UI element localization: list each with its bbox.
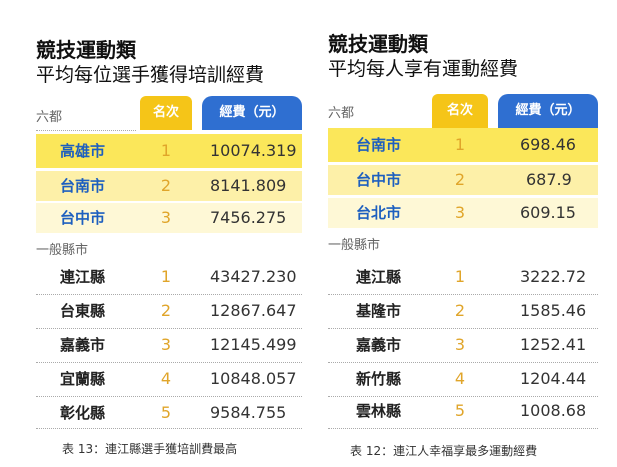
row-divider <box>36 428 302 429</box>
rank-value: 1 <box>160 267 172 286</box>
rank-value: 2 <box>160 301 172 320</box>
row-divider <box>36 328 302 329</box>
table-row: 台中市 2 687.9 <box>328 165 598 195</box>
cost-value: 12867.647 <box>210 301 297 320</box>
city-name: 台北市 <box>356 204 402 222</box>
table-row: 高雄市 1 10074.319 <box>36 134 302 168</box>
county-name: 連江縣 <box>356 268 402 286</box>
city-name: 台南市 <box>60 177 106 195</box>
left-title-line1: 競技運動類 <box>36 38 136 62</box>
county-name: 雲林縣 <box>356 402 402 420</box>
county-name: 台東縣 <box>60 302 106 320</box>
left-header-cost: 經費（元） <box>202 96 302 130</box>
cost-value: 9584.755 <box>210 403 287 422</box>
table-row: 彰化縣 5 9584.755 <box>36 398 302 428</box>
county-name: 新竹縣 <box>356 370 402 388</box>
right-title-line2: 平均每人享有運動經費 <box>328 58 519 80</box>
rank-value: 3 <box>160 208 172 227</box>
city-name: 台南市 <box>356 136 402 154</box>
left-group2-label: 一般縣市 <box>36 243 89 258</box>
table-row: 台南市 1 698.46 <box>328 128 598 162</box>
rank-value: 4 <box>160 369 172 388</box>
cost-value: 1008.68 <box>520 401 587 420</box>
right-caption: 表 12：連江人幸福享最多運動經費 <box>350 444 538 458</box>
cost-value: 10848.057 <box>210 369 297 388</box>
city-name: 台中市 <box>60 209 106 227</box>
row-divider <box>328 328 598 329</box>
rank-value: 2 <box>454 170 466 189</box>
county-name: 嘉義市 <box>60 336 106 354</box>
row-divider <box>36 396 302 397</box>
cost-value: 12145.499 <box>210 335 297 354</box>
rank-value: 1 <box>454 267 466 286</box>
left-caption: 表 13：連江縣選手獲培訓費最高 <box>62 442 238 456</box>
cost-value: 609.15 <box>520 203 576 222</box>
row-divider <box>328 362 598 363</box>
cost-value: 3222.72 <box>520 267 587 286</box>
table-row: 嘉義市 3 1252.41 <box>328 330 598 360</box>
left-title-line2: 平均每位選手獲得培訓經費 <box>36 64 265 86</box>
right-title-line1: 競技運動類 <box>328 32 428 56</box>
cost-value: 687.9 <box>526 170 572 189</box>
left-group1-label: 六都 <box>36 110 63 125</box>
cost-value: 8141.809 <box>210 176 287 195</box>
row-divider <box>328 428 598 429</box>
cost-value: 7456.275 <box>210 208 287 227</box>
cost-value: 10074.319 <box>210 141 297 160</box>
rank-value: 5 <box>160 403 172 422</box>
left-header-divider <box>36 130 136 131</box>
rank-value: 3 <box>454 203 466 222</box>
right-header-rank: 名次 <box>432 94 488 128</box>
rank-value: 3 <box>454 335 466 354</box>
row-divider <box>36 294 302 295</box>
table-row: 嘉義市 3 12145.499 <box>36 330 302 360</box>
table-row: 連江縣 1 43427.230 <box>36 262 302 292</box>
cost-value: 698.46 <box>520 135 576 154</box>
rank-value: 1 <box>160 141 172 160</box>
county-name: 基隆市 <box>356 302 402 320</box>
rank-value: 2 <box>160 176 172 195</box>
county-name: 連江縣 <box>60 268 106 286</box>
table-row: 連江縣 1 3222.72 <box>328 262 598 292</box>
right-group2-label: 一般縣市 <box>328 238 381 253</box>
rank-value: 3 <box>160 335 172 354</box>
table-row: 雲林縣 5 1008.68 <box>328 396 598 426</box>
county-name: 嘉義市 <box>356 336 402 354</box>
row-divider <box>328 294 598 295</box>
table-row: 新竹縣 4 1204.44 <box>328 364 598 394</box>
table-row: 台南市 2 8141.809 <box>36 171 302 201</box>
table-row: 宜蘭縣 4 10848.057 <box>36 364 302 394</box>
table-row: 台北市 3 609.15 <box>328 198 598 228</box>
city-name: 高雄市 <box>60 142 106 160</box>
rank-value: 4 <box>454 369 466 388</box>
city-name: 台中市 <box>356 171 402 189</box>
rank-value: 5 <box>454 401 466 420</box>
row-divider <box>328 396 598 397</box>
rank-value: 2 <box>454 301 466 320</box>
rank-value: 1 <box>454 135 466 154</box>
table-row: 台東縣 2 12867.647 <box>36 296 302 326</box>
cost-value: 43427.230 <box>210 267 297 286</box>
left-header-rank: 名次 <box>140 96 192 130</box>
cost-value: 1252.41 <box>520 335 587 354</box>
county-name: 彰化縣 <box>60 404 106 422</box>
row-divider <box>36 362 302 363</box>
cost-value: 1585.46 <box>520 301 587 320</box>
table-row: 台中市 3 7456.275 <box>36 203 302 233</box>
right-group1-label: 六都 <box>328 106 355 121</box>
county-name: 宜蘭縣 <box>60 370 106 388</box>
table-row: 基隆市 2 1585.46 <box>328 296 598 326</box>
cost-value: 1204.44 <box>520 369 587 388</box>
right-header-cost: 經費（元） <box>498 94 598 128</box>
